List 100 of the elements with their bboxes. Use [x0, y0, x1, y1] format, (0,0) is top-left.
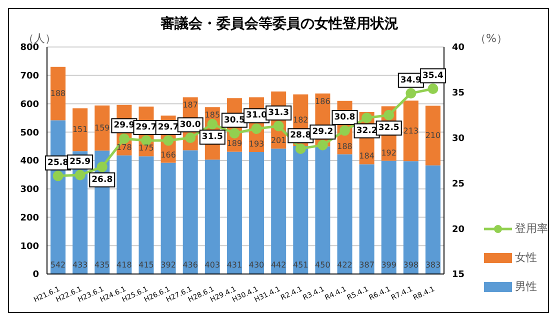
- data-label: 31.3: [268, 108, 290, 118]
- data-label: 201: [270, 136, 286, 146]
- data-label: 431: [226, 260, 242, 270]
- data-label: 178: [116, 142, 132, 152]
- point: [362, 112, 372, 124]
- chart-title: 審議会・委員会等委員の女性登用状況: [160, 15, 400, 33]
- point: [406, 88, 416, 99]
- y-tick-label: 400: [20, 156, 39, 167]
- data-label: 185: [204, 110, 220, 120]
- data-label: 186: [315, 97, 330, 106]
- bar: [226, 152, 242, 274]
- y-tick-label: 700: [20, 72, 39, 82]
- y-tick-label: 600: [20, 100, 39, 110]
- data-label: 399: [381, 260, 397, 270]
- bar: [293, 146, 308, 274]
- point: [384, 110, 394, 120]
- data-label: 193: [248, 139, 264, 148]
- point: [52, 170, 64, 182]
- bar: [72, 108, 88, 152]
- bar: [359, 164, 374, 274]
- data-label: 192: [381, 148, 397, 158]
- data-label: 403: [204, 260, 220, 270]
- data-label: 25.9: [70, 157, 91, 168]
- y2-axis-title: （%）: [475, 31, 508, 46]
- bar: [425, 165, 440, 274]
- data-label: 213: [403, 126, 419, 136]
- y2-tick-label: 30: [452, 134, 465, 144]
- bar: [138, 156, 154, 274]
- data-label: 30.0: [180, 120, 201, 130]
- bar: [425, 106, 440, 166]
- data-label: 210: [425, 131, 441, 140]
- bar: [249, 152, 264, 274]
- bar: [50, 66, 66, 120]
- data-label: 387: [359, 260, 374, 270]
- data-label: 392: [160, 260, 176, 270]
- y-tick-label: 0: [32, 270, 39, 280]
- bar: [271, 148, 286, 274]
- y2-tick-label: 25: [452, 179, 465, 190]
- data-label: 30.8: [334, 112, 356, 123]
- data-label: 31.5: [202, 132, 223, 142]
- y2-tick-label: 40: [452, 43, 465, 54]
- data-label: 159: [94, 124, 110, 133]
- data-label: 29.7: [136, 122, 157, 133]
- data-label: 188: [50, 89, 66, 98]
- bar: [94, 105, 110, 151]
- point: [295, 143, 306, 154]
- data-label: 29.2: [312, 127, 334, 138]
- data-label: 189: [226, 139, 242, 148]
- bar: [337, 154, 352, 274]
- data-label: 418: [116, 260, 132, 270]
- bar: [182, 150, 198, 274]
- point: [273, 120, 284, 132]
- y-tick-label: 300: [20, 185, 39, 196]
- data-label: 436: [182, 260, 198, 270]
- bar: [160, 162, 176, 274]
- y-tick-label: 800: [20, 43, 39, 54]
- data-label: 442: [270, 260, 286, 270]
- data-label: 187: [182, 100, 198, 110]
- point: [74, 170, 86, 180]
- data-label: 166: [160, 150, 176, 160]
- y2-tick-label: 15: [452, 270, 465, 280]
- data-label: 451: [293, 260, 308, 270]
- y-tick-label: 200: [20, 213, 39, 224]
- bar: [381, 160, 396, 274]
- data-label: 188: [337, 142, 352, 151]
- bar: [403, 100, 418, 162]
- data-label: 32.2: [356, 126, 378, 136]
- point: [163, 135, 174, 146]
- point: [317, 140, 328, 150]
- bar: [204, 160, 220, 274]
- y-tick-label: 500: [20, 128, 39, 138]
- point: [118, 133, 130, 144]
- data-label: 433: [72, 260, 88, 270]
- legend-label: 登用率: [515, 221, 548, 236]
- data-label: 175: [138, 144, 154, 153]
- data-label: 422: [337, 260, 352, 270]
- legend-label: 女性: [515, 250, 537, 265]
- point: [229, 128, 240, 139]
- data-label: 415: [138, 260, 154, 270]
- data-label: 29.9: [114, 120, 135, 131]
- point: [207, 118, 218, 130]
- data-label: 398: [403, 260, 419, 270]
- data-label: 26.8: [92, 174, 113, 185]
- data-label: 450: [315, 260, 330, 270]
- point: [428, 84, 438, 94]
- point: [96, 162, 108, 172]
- data-label: 29.7: [158, 122, 179, 133]
- data-label: 184: [359, 152, 374, 161]
- data-label: 35.4: [422, 70, 444, 81]
- y2-tick-label: 20: [452, 224, 465, 235]
- data-label: 32.5: [378, 123, 400, 134]
- bar: [116, 155, 132, 274]
- data-label: 383: [425, 260, 441, 270]
- data-label: 542: [50, 260, 66, 270]
- point: [185, 132, 196, 144]
- y2-tick-label: 35: [452, 88, 465, 99]
- data-label: 182: [293, 116, 308, 125]
- data-label: 430: [248, 260, 264, 270]
- legend-label: 男性: [515, 279, 537, 294]
- bar: [403, 161, 418, 274]
